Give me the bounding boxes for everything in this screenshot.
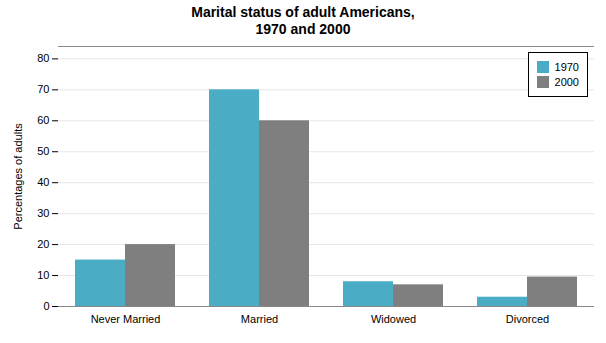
svg-text:Married: Married	[241, 313, 278, 325]
svg-text:Never Married: Never Married	[91, 313, 161, 325]
html-text:2000: 2000	[554, 76, 579, 88]
svg-text:20: 20	[37, 238, 49, 250]
svg-text:10: 10	[37, 269, 49, 281]
svg-text:Percentages of adults: Percentages of adults	[12, 123, 24, 230]
html-text:1970: 1970	[554, 61, 579, 73]
svg-text:40: 40	[37, 176, 49, 188]
svg-text:0: 0	[43, 300, 49, 312]
svg-text:Divorced: Divorced	[506, 313, 549, 325]
html-text:Marital status of adult Americ: Marital status of adult Americans, 1970 …	[191, 4, 415, 37]
svg-text:50: 50	[37, 145, 49, 157]
svg-text:Widowed: Widowed	[371, 313, 416, 325]
svg-text:70: 70	[37, 83, 49, 95]
svg-text:80: 80	[37, 52, 49, 64]
svg-text:30: 30	[37, 207, 49, 219]
svg-text:60: 60	[37, 114, 49, 126]
